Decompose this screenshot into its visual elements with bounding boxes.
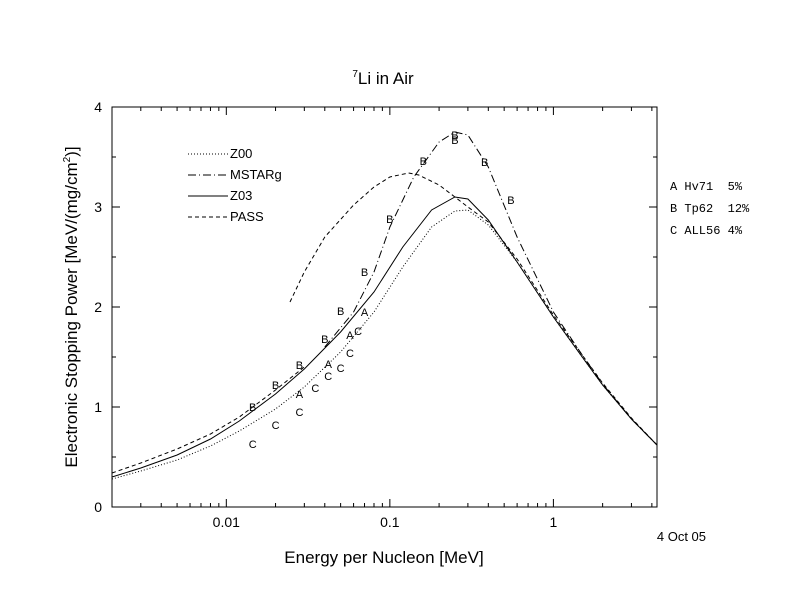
y-axis-label-main: Electronic Stopping Power [MeV/(mg/cm [62, 162, 81, 467]
data-marker-c: C [249, 439, 257, 451]
reference-b-letter: B [670, 202, 677, 216]
series-line-pass-low [111, 366, 305, 474]
data-marker-a: A [346, 330, 354, 342]
date-stamp: 4 Oct 05 [657, 529, 706, 544]
reference-c-letter: C [670, 224, 677, 238]
y-axis-label: Electronic Stopping Power [MeV/(mg/cm2)] [62, 146, 81, 467]
reference-c-source: ALL56 [684, 224, 720, 238]
data-marker-b: B [386, 214, 393, 226]
x-tick-label: 1 [550, 514, 558, 530]
data-marker-c: C [324, 371, 332, 383]
y-axis-label-close: )] [62, 146, 81, 156]
y-tick-label: 1 [94, 399, 102, 415]
y-tick-label: 0 [94, 499, 102, 515]
chart-title-main: Li in Air [358, 69, 414, 88]
data-marker-b: B [451, 135, 458, 147]
series-line-z03 [111, 196, 658, 478]
reference-c: C ALL56 4% [670, 224, 743, 238]
data-marker-b: B [249, 402, 256, 414]
reference-a-source: Hv71 [684, 180, 713, 194]
data-marker-b: B [361, 267, 368, 279]
data-marker-b: B [296, 360, 303, 372]
series-lines [111, 131, 658, 480]
reference-a-error: 5% [728, 180, 743, 194]
reference-b-source: Tp62 [684, 202, 713, 216]
data-marker-b: B [420, 156, 427, 168]
data-marker-a: A [296, 389, 304, 401]
data-marker-c: C [337, 363, 345, 375]
legend-label-z00: Z00 [230, 146, 252, 161]
data-marker-b: B [321, 334, 328, 346]
data-marker-b: B [272, 380, 279, 392]
y-tick-label: 4 [94, 99, 102, 115]
legend-label-z03: Z03 [230, 188, 252, 203]
chart-title: 7Li in Air [352, 69, 414, 88]
data-marker-c: C [311, 383, 319, 395]
chart-title-superscript: 7 [352, 69, 358, 80]
reference-a: A Hv71 5% [670, 180, 743, 194]
x-axis-label: Energy per Nucleon [MeV] [284, 548, 483, 567]
data-marker-c: C [272, 420, 280, 432]
legend-label-pass: PASS [230, 209, 264, 224]
data-marker-c: C [295, 407, 303, 419]
y-axis-label-superscript: 2 [62, 156, 73, 162]
legend: Z00 MSTARg Z03 PASS [188, 146, 282, 224]
series-line-z00 [111, 209, 658, 480]
reference-a-letter: A [670, 180, 678, 194]
data-marker-c: C [346, 348, 354, 360]
reference-b-error: 12% [728, 202, 750, 216]
legend-label-mstarg: MSTARg [230, 167, 282, 182]
axis-ticks: 0.01 0.1 1 0 1 2 3 4 [94, 99, 657, 530]
x-tick-label: 0.1 [380, 514, 400, 530]
series-line-pass [289, 172, 658, 446]
data-marker-b: B [337, 306, 344, 318]
data-marker-b: B [507, 195, 514, 207]
data-marker-a: A [361, 307, 369, 319]
y-tick-label: 3 [94, 199, 102, 215]
data-marker-b: B [481, 157, 488, 169]
data-marker-a: A [325, 359, 333, 371]
reference-b: B Tp62 12% [670, 202, 750, 216]
reference-key: A Hv71 5% B Tp62 12% C ALL56 4% [670, 180, 750, 238]
y-tick-label: 2 [94, 299, 102, 315]
reference-c-error: 4% [728, 224, 743, 238]
series-line-mstarg [324, 131, 658, 446]
data-marker-c: C [354, 326, 362, 338]
data-marker-b: B [451, 130, 458, 142]
x-tick-label: 0.01 [213, 514, 240, 530]
